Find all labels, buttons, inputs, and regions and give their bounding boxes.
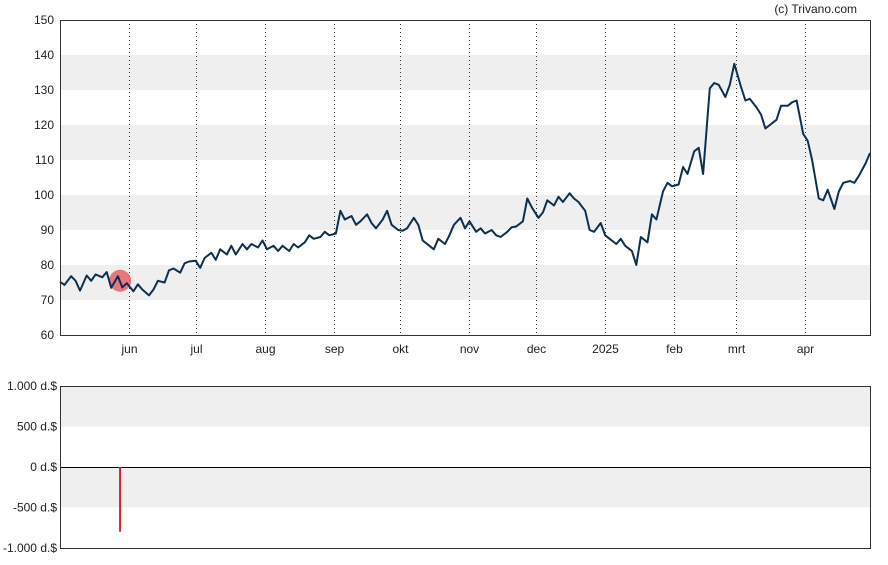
volume-tick-label: 0 d.$ <box>30 460 57 474</box>
x-tick-label: sep <box>325 342 345 356</box>
y-tick-label: 150 <box>34 13 54 27</box>
grid-band <box>60 195 870 230</box>
y-tick-label: 70 <box>41 293 55 307</box>
y-tick-label: 90 <box>41 223 55 237</box>
volume-tick-label: 1.000 d.$ <box>7 379 57 393</box>
y-tick-label: 130 <box>34 83 54 97</box>
grid-band <box>60 125 870 160</box>
y-tick-label: 60 <box>41 328 55 342</box>
x-tick-label: okt <box>392 342 409 356</box>
y-tick-label: 120 <box>34 118 54 132</box>
x-tick-label: dec <box>527 342 546 356</box>
price-series-line <box>59 62 871 297</box>
x-tick-label: nov <box>460 342 479 356</box>
y-tick-label: 140 <box>34 48 54 62</box>
x-tick-label: feb <box>666 342 683 356</box>
volume-tick-label: -500 d.$ <box>13 501 57 515</box>
x-tick-label: apr <box>797 342 814 356</box>
grid-band <box>60 467 870 508</box>
price-chart-panel: 60 70 80 90 100 110 120 130 140 150 jun jul aug sep o… <box>34 13 871 356</box>
x-tick-label: mrt <box>728 342 746 356</box>
x-tick-label: jul <box>189 342 202 356</box>
x-tick-label: 2025 <box>592 342 619 356</box>
y-tick-label: 110 <box>35 153 54 167</box>
price-chart-frame <box>60 20 871 336</box>
y-tick-label: 100 <box>34 188 54 202</box>
volume-tick-label: -1.000 d.$ <box>3 541 57 555</box>
grid-band <box>60 386 870 427</box>
y-tick-label: 80 <box>41 258 55 272</box>
trade-volume-frame <box>60 386 871 549</box>
grid-band <box>60 55 870 90</box>
trade-volume-panel: 1.000 d.$ 500 d.$ 0 d.$ -500 d.$ -1.000 d.$ <box>3 379 871 555</box>
credit-label: (c) Trivano.com <box>774 2 857 16</box>
volume-tick-label: 500 d.$ <box>17 420 57 434</box>
x-tick-label: jun <box>120 342 137 356</box>
x-tick-label: aug <box>255 342 275 356</box>
grid-band <box>60 265 870 300</box>
